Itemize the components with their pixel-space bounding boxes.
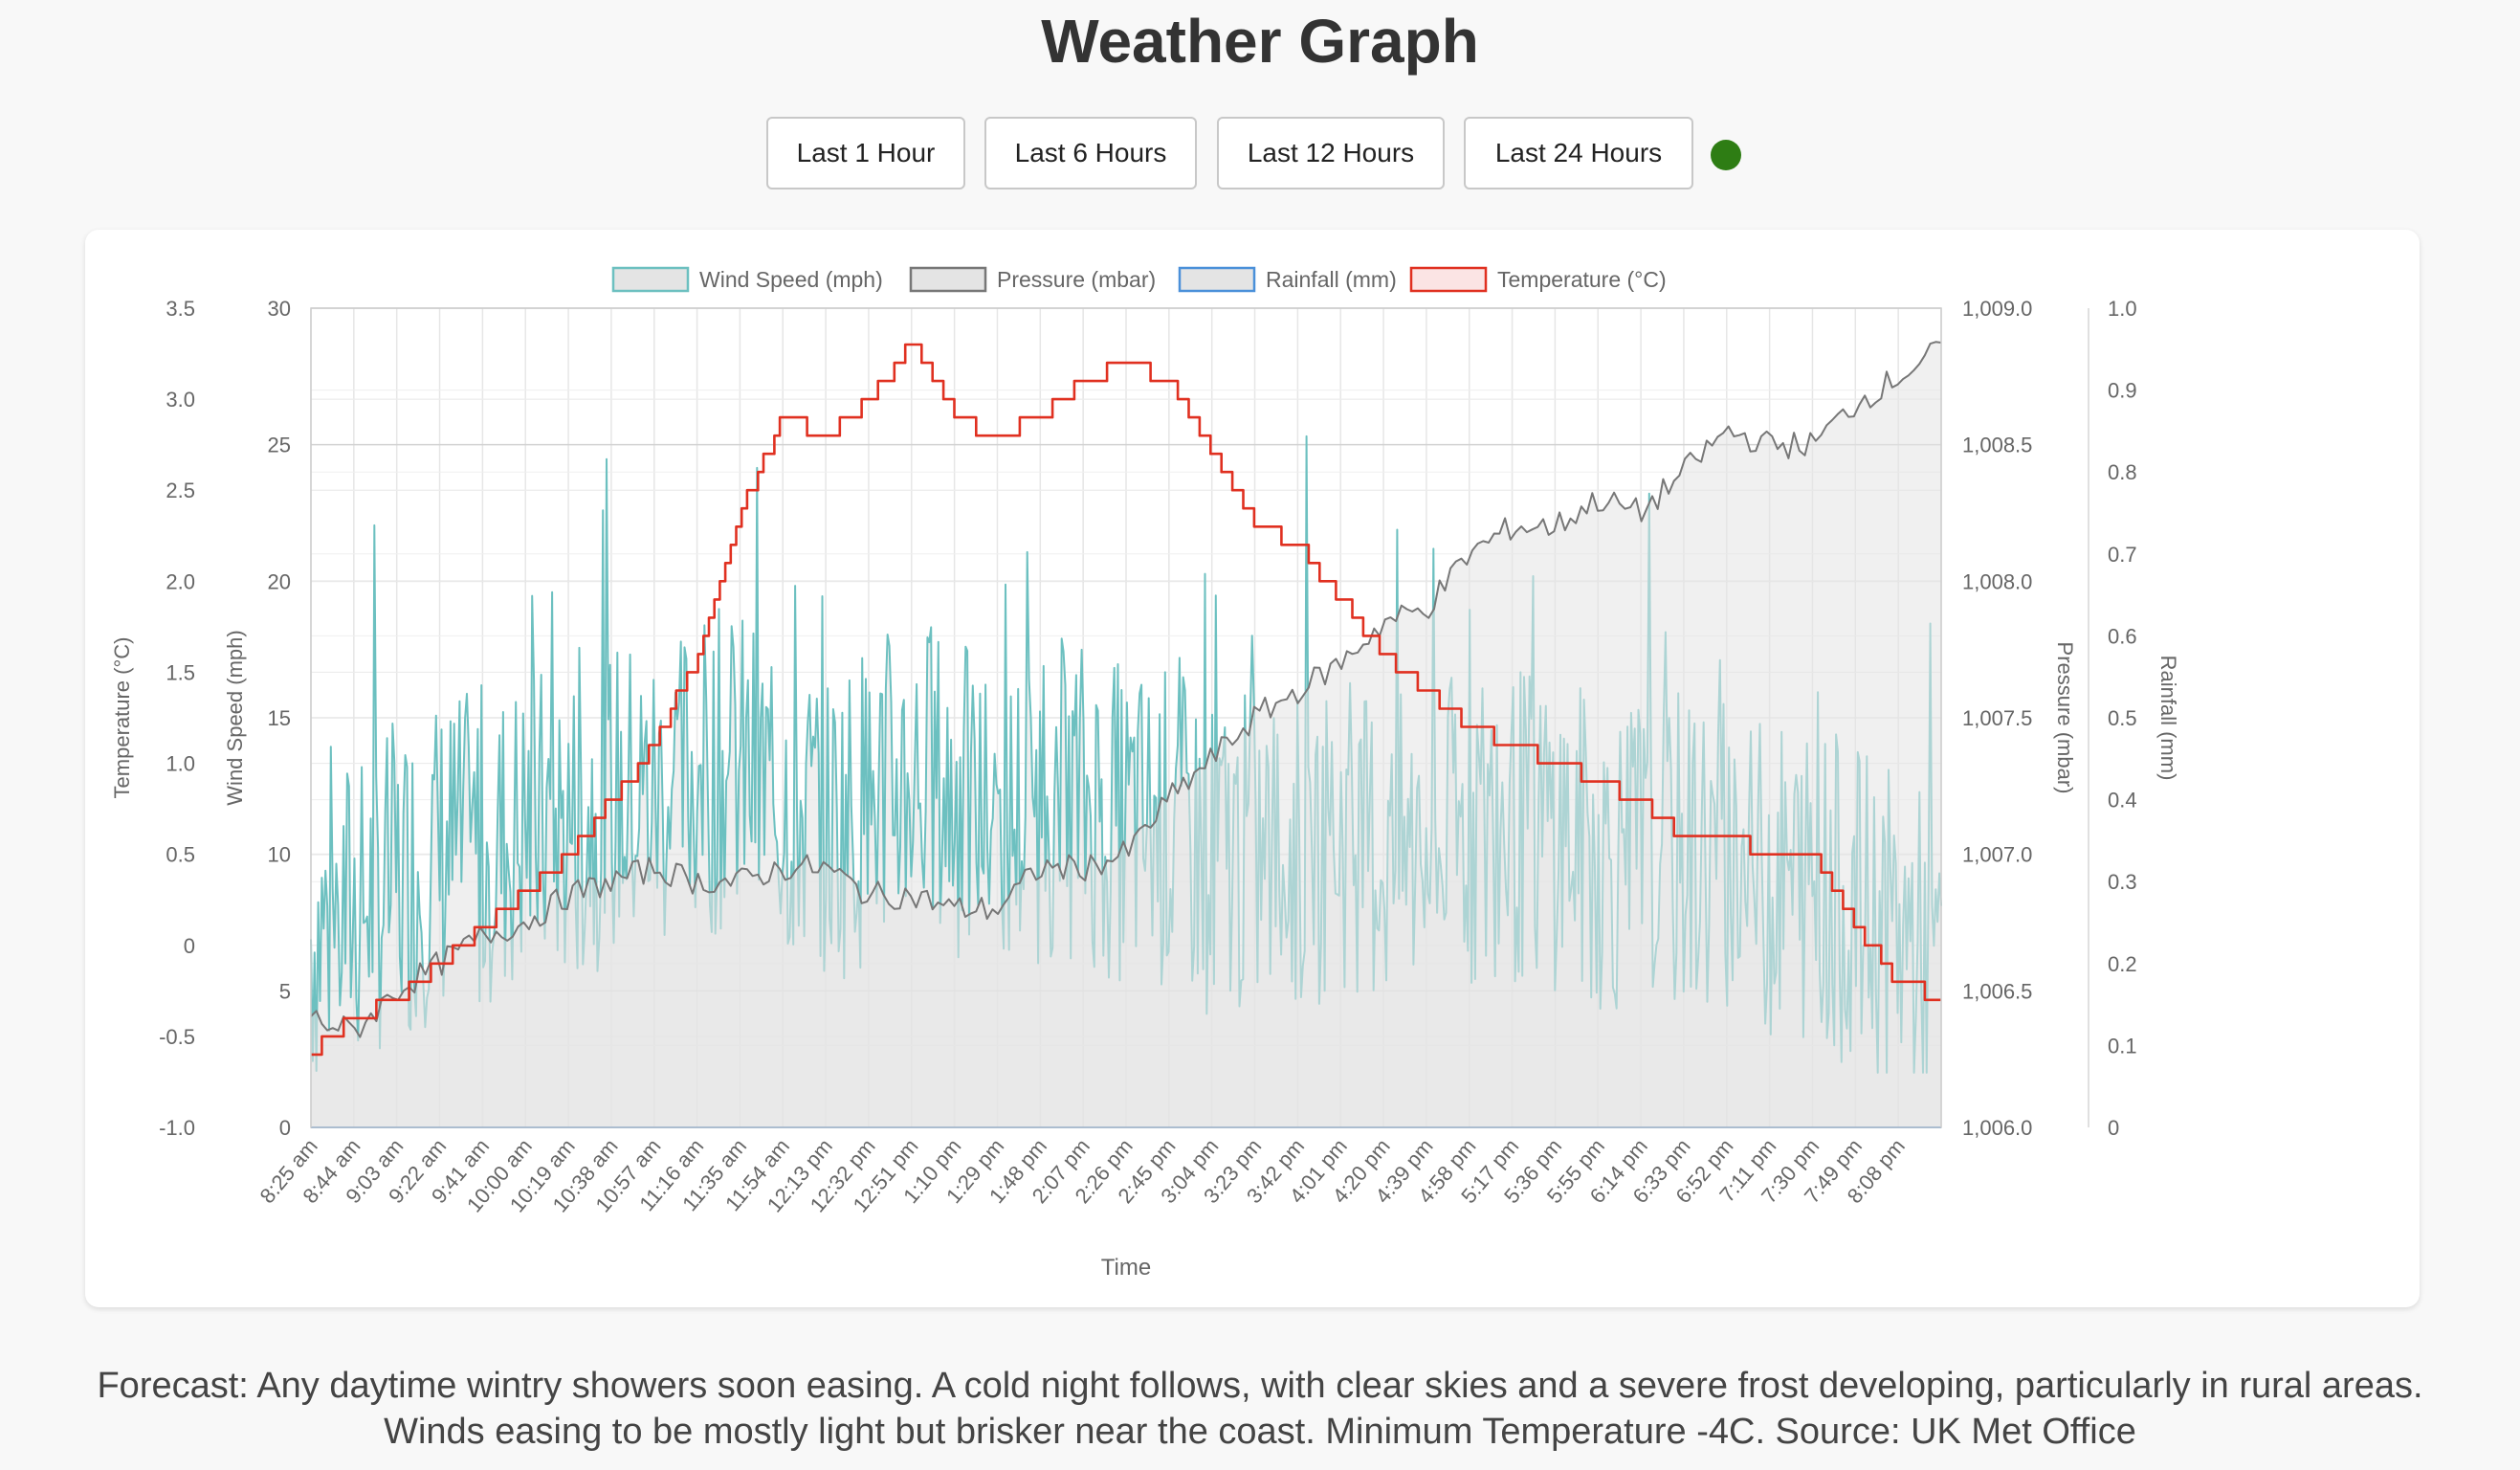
pressure-tick-label: 1,007.0 xyxy=(1962,843,2032,867)
pressure-tick-label: 1,006.5 xyxy=(1962,979,2032,1003)
wind-axis-title: Wind Speed (mph) xyxy=(223,630,247,805)
rainfall-tick-label: 0.1 xyxy=(2108,1034,2137,1058)
rainfall-tick-label: 0.3 xyxy=(2108,870,2137,894)
status-indicator xyxy=(1711,140,1741,170)
rainfall-tick-label: 0 xyxy=(2108,1116,2119,1140)
last-12-hours-button[interactable]: Last 12 Hours xyxy=(1217,117,1445,189)
pressure-tick-label: 1,008.5 xyxy=(1962,434,2032,457)
legend-swatch xyxy=(611,266,690,293)
last-24-hours-button[interactable]: Last 24 Hours xyxy=(1464,117,1693,189)
temperature-tick-label: -0.5 xyxy=(159,1025,195,1049)
rainfall-tick-label: 0.9 xyxy=(2108,379,2137,403)
wind-tick-label: 0 xyxy=(279,1116,291,1140)
temperature-tick-label: 3.0 xyxy=(166,388,195,412)
time-range-buttons: Last 1 Hour Last 6 Hours Last 12 Hours L… xyxy=(0,117,2520,191)
rainfall-tick-label: 0.7 xyxy=(2108,543,2137,567)
wind-tick-label: 30 xyxy=(268,297,291,321)
temperature-tick-label: 1.0 xyxy=(166,752,195,776)
pressure-tick-label: 1,008.0 xyxy=(1962,569,2032,593)
legend-swatch xyxy=(1178,266,1256,293)
series-area xyxy=(311,342,1941,1127)
wind-tick-label: 10 xyxy=(268,843,291,867)
rainfall-tick-label: 0.5 xyxy=(2108,706,2137,730)
pressure-tick-label: 1,006.0 xyxy=(1962,1116,2032,1140)
wind-tick-label: 20 xyxy=(268,569,291,593)
legend-label: Pressure (mbar) xyxy=(997,267,1156,292)
legend-label: Temperature (°C) xyxy=(1497,267,1667,292)
legend-swatch xyxy=(909,266,987,293)
temperature-tick-label: 0 xyxy=(184,934,195,958)
temperature-tick-label: 0.5 xyxy=(166,843,195,867)
rainfall-tick-label: 0.8 xyxy=(2108,460,2137,484)
rainfall-tick-label: 0.6 xyxy=(2108,624,2137,648)
x-axis-title: Time xyxy=(1101,1255,1151,1281)
temperature-tick-label: 2.0 xyxy=(166,569,195,593)
weather-chart: 3.5 3.0 2.5 2.0 1.5 1.0 0.5 0 -0.5 -1.0 30 25 20 15 10… xyxy=(110,266,2180,1281)
temperature-tick-label: 3.5 xyxy=(166,297,195,321)
last-6-hours-button[interactable]: Last 6 Hours xyxy=(984,117,1197,189)
wind-tick-label: 25 xyxy=(268,434,291,457)
plot-border xyxy=(310,307,1942,1128)
legend-label: Wind Speed (mph) xyxy=(699,267,883,292)
rainfall-tick-label: 1.0 xyxy=(2108,297,2137,321)
legend-swatch xyxy=(1409,266,1488,293)
rainfall-tick-label: 0.4 xyxy=(2108,789,2137,813)
temperature-tick-label: 2.5 xyxy=(166,479,195,502)
temperature-tick-label: -1.0 xyxy=(159,1116,195,1140)
temperature-axis-title: Temperature (°C) xyxy=(110,637,134,799)
temperature-tick-label: 1.5 xyxy=(166,660,195,684)
rainfall-axis-title: Rainfall (mm) xyxy=(2156,656,2180,781)
wind-tick-label: 5 xyxy=(279,979,291,1003)
forecast-text: Forecast: Any daytime wintry showers soo… xyxy=(97,1366,2423,1452)
chart-card: 3.5 3.0 2.5 2.0 1.5 1.0 0.5 0 -0.5 -1.0 30 25 20 15 10… xyxy=(85,230,2420,1307)
pressure-tick-label: 1,007.5 xyxy=(1962,706,2032,730)
pressure-tick-label: 1,009.0 xyxy=(1962,297,2032,321)
rainfall-tick-label: 0.2 xyxy=(2108,952,2137,976)
pressure-axis-title: Pressure (mbar) xyxy=(2053,642,2077,794)
wind-tick-label: 15 xyxy=(268,706,291,730)
series-line xyxy=(310,341,1942,1038)
page-title: Weather Graph xyxy=(1041,7,1479,76)
series-line xyxy=(311,343,1941,1057)
legend-label: Rainfall (mm) xyxy=(1266,267,1397,292)
last-1-hour-button[interactable]: Last 1 Hour xyxy=(766,117,965,189)
